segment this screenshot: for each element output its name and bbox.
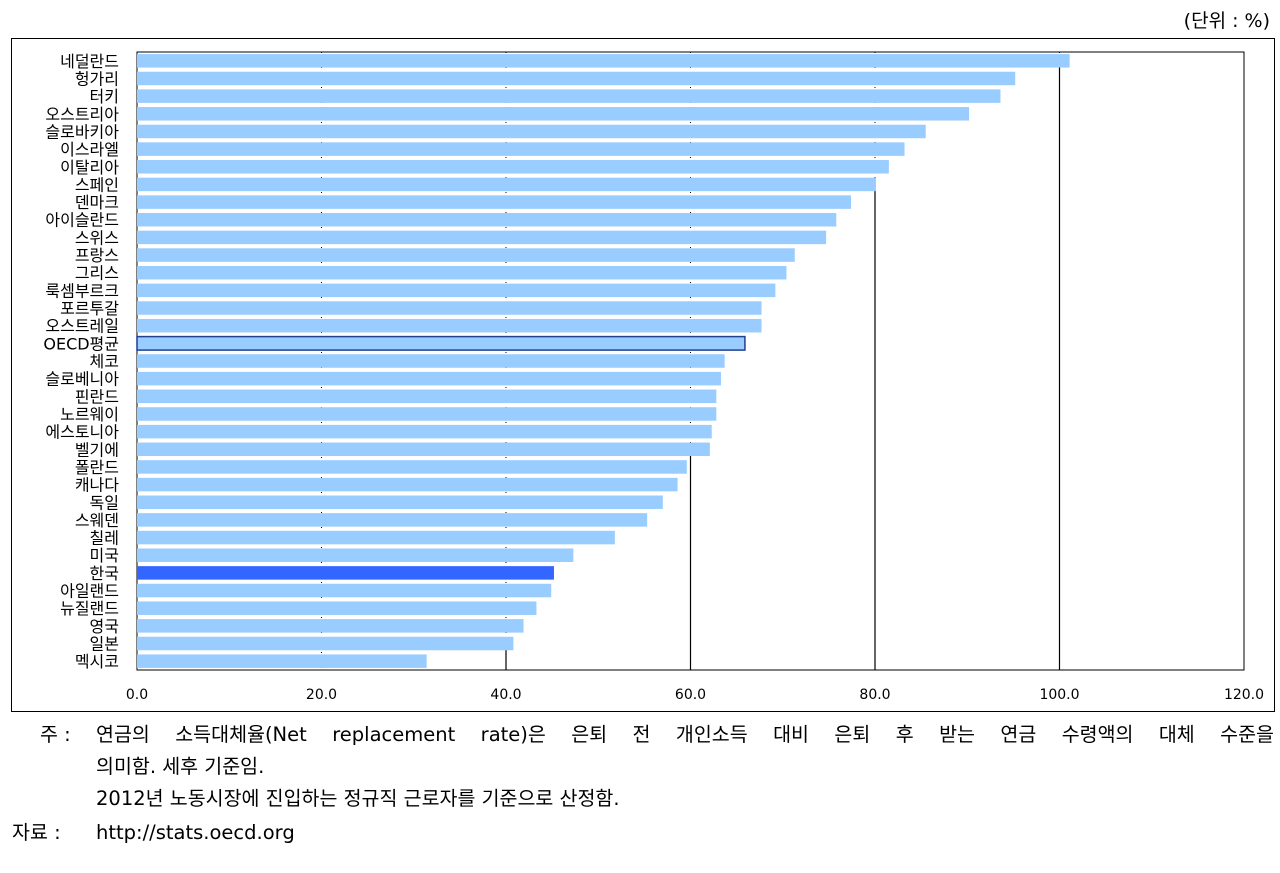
category-label: 멕시코 — [75, 652, 119, 671]
bar-OECD평균 — [136, 335, 746, 351]
bar-스위스 — [137, 230, 827, 245]
category-label: 벨기에 — [75, 440, 119, 459]
category-label: 포르투갈 — [60, 299, 119, 318]
bar-일본 — [137, 636, 514, 651]
category-label: 아일랜드 — [60, 582, 119, 601]
category-label: 체코 — [90, 352, 119, 371]
category-label: 미국 — [90, 546, 119, 565]
x-tick-label: 120.0 — [1224, 687, 1264, 703]
source-label: 자료 : — [12, 821, 61, 844]
category-label: 캐나다 — [75, 476, 119, 495]
category-label: 룩셈부르크 — [45, 281, 119, 300]
category-label: 아이슬란드 — [45, 211, 119, 230]
bar-헝가리 — [137, 71, 1016, 86]
category-label: 네덜란드 — [60, 52, 119, 71]
bar-그리스 — [137, 265, 787, 280]
bar-아이슬란드 — [137, 212, 837, 227]
category-label: 프랑스 — [75, 246, 119, 265]
bar-슬로베니아 — [137, 371, 721, 386]
category-label: 이스라엘 — [60, 140, 119, 159]
bar-덴마크 — [137, 195, 852, 209]
category-label: 헝가리 — [75, 69, 119, 88]
category-label: OECD평균 — [43, 334, 119, 353]
category-label: 오스트리아 — [45, 105, 119, 124]
category-label: 덴마크 — [75, 193, 119, 212]
x-tick-label: 0.0 — [126, 687, 148, 703]
x-tick-label: 100.0 — [1039, 687, 1079, 703]
note-line-2: 의미함. 세후 기준임. — [96, 755, 265, 778]
category-label: 슬로바키아 — [45, 122, 119, 141]
category-label: 칠레 — [90, 529, 119, 548]
bar-오스트레일 — [137, 318, 762, 333]
bar-포르투갈 — [137, 301, 762, 315]
bar-이탈리아 — [137, 160, 889, 174]
bar-에스토니아 — [137, 424, 712, 439]
chart-frame: 네덜란드 헝가리 터키 오스트리아 슬로바키아 이스라엘 이탈리아 스페인 덴마크 아이슬란드 스위… — [11, 38, 1275, 712]
category-label: 폴란드 — [75, 458, 119, 477]
category-label: 이탈리아 — [60, 158, 119, 177]
note-label: 주 : — [40, 723, 71, 746]
note-line-3: 2012년 노동시장에 진입하는 정규직 근로자를 기준으로 산정함. — [96, 787, 620, 810]
bar-폴란드 — [137, 460, 687, 474]
bar-미국 — [137, 548, 574, 562]
bar-슬로바키아 — [137, 124, 926, 139]
bar-룩셈부르크 — [137, 283, 776, 298]
bar-프랑스 — [137, 248, 795, 262]
bar-노르웨이 — [137, 407, 717, 421]
bar-멕시코 — [137, 654, 427, 668]
category-label: 한국 — [90, 564, 119, 583]
bar-핀란드 — [137, 389, 717, 404]
bar-캐나다 — [137, 477, 678, 492]
category-label: 일본 — [90, 635, 119, 654]
bar-터키 — [137, 89, 1001, 103]
bar-칠레 — [137, 530, 615, 545]
category-label: 터키 — [90, 87, 119, 106]
category-label: 노르웨이 — [60, 405, 119, 424]
bar-네덜란드 — [137, 54, 1070, 68]
category-label: 뉴질랜드 — [60, 599, 119, 618]
bar-스웨덴 — [137, 513, 648, 527]
category-label: 오스트레일 — [45, 317, 119, 336]
category-label: 영국 — [90, 617, 119, 636]
bar-독일 — [137, 495, 663, 510]
bar-스페인 — [137, 177, 876, 192]
unit-label: (단위 : %) — [1183, 10, 1270, 32]
category-label: 핀란드 — [75, 387, 119, 406]
bar-체코 — [137, 354, 725, 368]
source-value: http://stats.oecd.org — [96, 821, 295, 844]
bar-영국 — [137, 619, 524, 633]
bar-벨기에 — [137, 442, 710, 457]
bar-오스트리아 — [137, 107, 970, 121]
category-label: 스페인 — [75, 175, 119, 194]
bar-뉴질랜드 — [137, 601, 537, 615]
x-tick-label: 80.0 — [859, 687, 890, 703]
x-tick-label: 20.0 — [306, 687, 337, 703]
category-label: 스위스 — [75, 228, 119, 247]
x-tick-label: 40.0 — [490, 687, 521, 703]
bar-아일랜드 — [137, 583, 552, 598]
category-label: 에스토니아 — [45, 423, 119, 442]
bar-한국 — [137, 566, 554, 580]
category-label: 스웨덴 — [75, 511, 119, 530]
category-label: 독일 — [90, 493, 119, 512]
bar-이스라엘 — [137, 142, 905, 156]
note-line-1: 연금의 소득대체율(Net replacement rate)은 은퇴 전 개인… — [96, 723, 1274, 746]
bar-chart: 네덜란드헝가리터키오스트리아슬로바키아이스라엘이탈리아스페인덴마크아이슬란드스위… — [43, 51, 1264, 703]
category-label: 슬로베니아 — [45, 370, 119, 389]
x-tick-label: 60.0 — [675, 687, 706, 703]
category-label: 그리스 — [75, 264, 119, 283]
